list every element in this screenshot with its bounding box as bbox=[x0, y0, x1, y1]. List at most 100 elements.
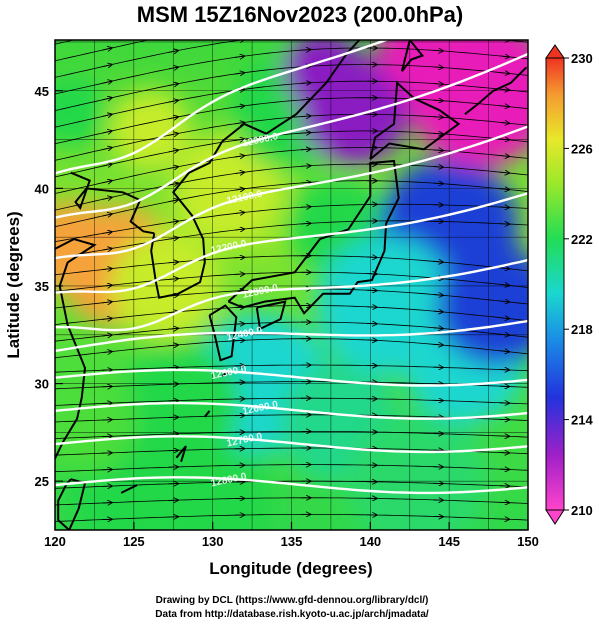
wind-arrow bbox=[168, 183, 178, 185]
wind-arrow bbox=[102, 285, 111, 286]
colorbar-gradient bbox=[545, 57, 565, 511]
coastline bbox=[204, 410, 211, 418]
wind-arrow bbox=[300, 99, 310, 100]
wind-arrow bbox=[234, 212, 244, 213]
y-tick-label: 45 bbox=[35, 84, 49, 99]
wind-arrow bbox=[300, 207, 310, 208]
height-contour bbox=[55, 435, 528, 454]
x-tick-label: 135 bbox=[281, 534, 303, 549]
streamline bbox=[55, 130, 528, 178]
y-tick-label: 25 bbox=[35, 474, 49, 489]
coastline bbox=[464, 66, 528, 115]
wind-arrow bbox=[433, 294, 442, 295]
y-tick-label: 35 bbox=[35, 279, 49, 294]
wind-arrow bbox=[102, 352, 111, 353]
map-plot-area: 12800.012700.012600.012500.012400.012300… bbox=[55, 31, 528, 530]
streamline bbox=[55, 321, 528, 342]
grid-lines bbox=[55, 40, 528, 530]
wind-arrow bbox=[300, 182, 310, 183]
wind-arrow bbox=[234, 73, 244, 74]
wind-arrow bbox=[499, 172, 509, 173]
wind-arrow bbox=[102, 164, 111, 166]
wind-arrow bbox=[168, 133, 178, 135]
wind-arrow bbox=[234, 172, 244, 173]
wind-arrow bbox=[499, 351, 509, 352]
wind-arrow bbox=[102, 335, 111, 336]
wind-arrow bbox=[168, 150, 178, 152]
y-axis-ticks: 25 30 35 40 45 bbox=[35, 84, 63, 489]
x-tick-label: 140 bbox=[359, 534, 381, 549]
streamline bbox=[55, 64, 528, 111]
fill-region bbox=[55, 372, 137, 473]
fill-region bbox=[109, 89, 190, 170]
wind-arrow bbox=[234, 229, 244, 230]
wind-arrow bbox=[168, 117, 178, 119]
wind-arrow bbox=[102, 131, 111, 133]
colorbar: 230 226 222 218 214 210 bbox=[545, 44, 593, 525]
wind-arrow bbox=[169, 34, 178, 36]
colorbar-tick-label: 230 bbox=[571, 51, 593, 66]
streamline bbox=[55, 97, 528, 145]
coastline bbox=[255, 300, 287, 331]
coastlines bbox=[55, 40, 528, 530]
wind-arrow bbox=[102, 181, 111, 183]
x-axis-ticks: 120 125 130 135 140 145 150 bbox=[44, 522, 539, 549]
coastline bbox=[150, 140, 223, 299]
streamline bbox=[55, 338, 528, 359]
wind-arrow bbox=[102, 269, 111, 270]
wind-arrow bbox=[433, 34, 442, 35]
wind-arrow bbox=[433, 117, 442, 118]
wind-arrow bbox=[102, 48, 111, 50]
wind-arrow bbox=[168, 328, 178, 329]
wind-arrow bbox=[102, 98, 111, 100]
wind-arrow bbox=[433, 150, 442, 151]
streamline bbox=[55, 305, 528, 325]
streamline bbox=[55, 40, 528, 78]
wind-arrow bbox=[300, 50, 310, 51]
coastline bbox=[57, 478, 87, 530]
x-tick-label: 130 bbox=[202, 534, 224, 549]
wind-arrow bbox=[499, 284, 509, 285]
height-contour bbox=[55, 192, 528, 294]
wind-arrow bbox=[102, 248, 111, 250]
wind-arrow bbox=[499, 56, 509, 57]
y-tick-label: 30 bbox=[35, 377, 49, 392]
streamline bbox=[55, 180, 528, 228]
wind-arrow bbox=[433, 311, 442, 312]
wind-arrow bbox=[433, 261, 442, 262]
wind-arrow bbox=[300, 116, 310, 117]
streamline bbox=[55, 514, 528, 522]
wind-arrow bbox=[499, 318, 509, 319]
streamline bbox=[55, 80, 528, 128]
wind-streamlines bbox=[55, 31, 528, 522]
colorbar-top-arrow bbox=[545, 44, 565, 59]
coastline bbox=[175, 445, 187, 462]
wind-arrow bbox=[433, 50, 442, 51]
height-contour bbox=[55, 258, 528, 332]
height-contour bbox=[55, 40, 390, 175]
wind-arrow bbox=[499, 122, 509, 123]
wind-arrow bbox=[102, 31, 111, 33]
wind-arrow bbox=[234, 156, 244, 157]
colorbar-tick-label: 222 bbox=[571, 232, 593, 247]
wind-arrow bbox=[433, 100, 442, 101]
colorbar-tick-label: 214 bbox=[571, 413, 593, 428]
x-tick-label: 125 bbox=[123, 534, 145, 549]
wind-arrow bbox=[102, 214, 111, 216]
wind-arrow bbox=[168, 279, 178, 280]
colorbar-tick-label: 226 bbox=[571, 141, 593, 156]
x-tick-label: 145 bbox=[438, 534, 460, 549]
wind-arrow bbox=[499, 334, 509, 335]
fill-region bbox=[55, 75, 106, 146]
streamline bbox=[55, 480, 528, 489]
wind-arrow bbox=[300, 83, 310, 84]
wind-arrow bbox=[168, 167, 178, 169]
wind-arrow bbox=[102, 232, 111, 234]
wind-arrow bbox=[433, 328, 442, 329]
wind-arrow bbox=[499, 189, 509, 190]
coastline bbox=[55, 238, 97, 461]
wind-arrow bbox=[168, 51, 178, 53]
wind-arrow bbox=[499, 106, 509, 107]
wind-arrow bbox=[168, 100, 178, 102]
wind-arrow bbox=[168, 84, 178, 86]
